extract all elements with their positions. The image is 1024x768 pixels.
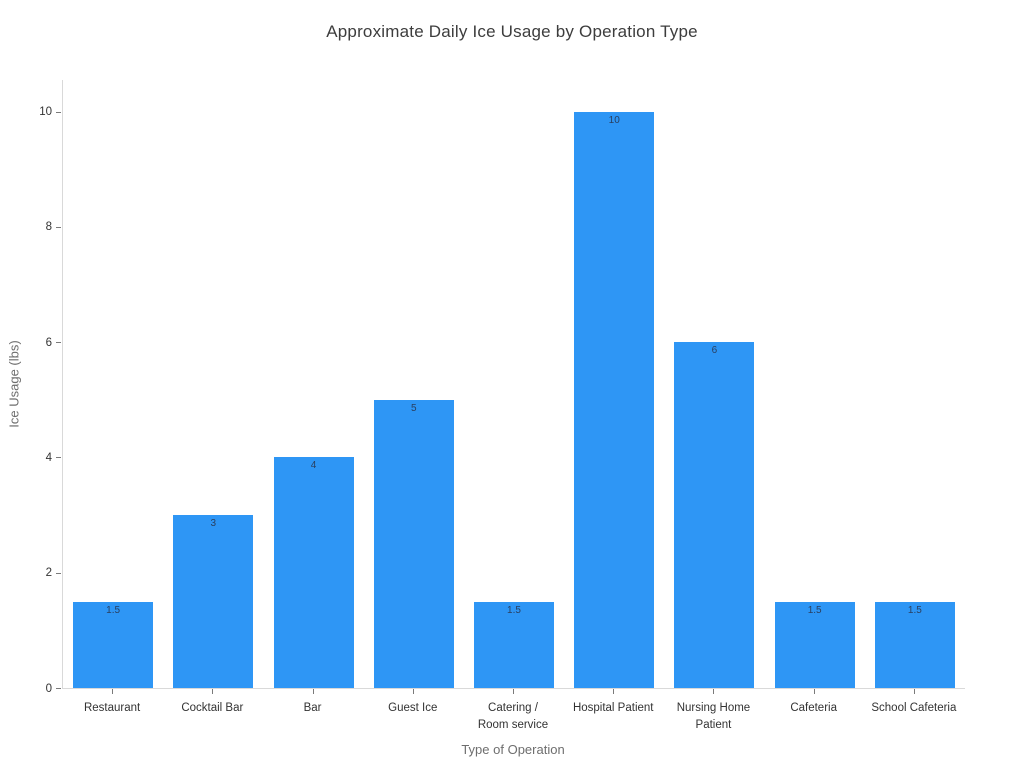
y-tick-label: 8 [45, 221, 52, 234]
y-tick-mark [56, 111, 61, 113]
y-tick-mark [56, 226, 61, 228]
bar-value-label: 6 [711, 345, 718, 357]
y-tick-mark [56, 457, 61, 459]
bar-value-label: 5 [410, 402, 417, 414]
y-tick-mark [56, 342, 61, 344]
y-axis-title: Ice Usage (lbs) [6, 340, 22, 428]
x-tick-label: School Cafeteria [871, 702, 957, 714]
x-tick-label: Catering / Room service [477, 702, 549, 731]
y-tick-label: 10 [39, 106, 52, 119]
bar-value-label: 4 [310, 460, 317, 472]
bar-value-label: 1.5 [106, 604, 121, 616]
bar-catering-room-service: 1.5 [474, 601, 554, 688]
bar-cocktail-bar: 3 [173, 515, 254, 688]
x-axis-title: Type of Operation [461, 742, 565, 757]
bar-hospital-patient: 10 [574, 111, 655, 688]
y-tick-mark [56, 688, 61, 689]
bar-value-label: 10 [608, 114, 620, 126]
bar-guest-ice: 5 [373, 399, 454, 688]
x-tick-label: Hospital Patient [572, 702, 654, 714]
bar-school-cafeteria: 1.5 [874, 601, 955, 688]
bar-restaurant: 1.5 [73, 601, 154, 688]
y-tick-mark [56, 572, 61, 574]
plot-area: 1.5 3 4 5 1.5 10 6 1.5 1.5 [62, 80, 965, 689]
x-tick-mark [112, 689, 114, 694]
y-tick-label: 0 [45, 682, 52, 695]
y-tick-label: 2 [45, 567, 52, 580]
x-tick-label: Bar [303, 702, 322, 714]
x-tick-mark [412, 689, 414, 694]
bar-cafeteria: 1.5 [774, 601, 855, 688]
bar-value-label: 1.5 [807, 604, 822, 616]
y-tick-label: 6 [45, 336, 52, 349]
x-tick-label: Cocktail Bar [181, 702, 244, 714]
bar-value-label: 1.5 [507, 604, 521, 616]
x-tick-mark [312, 689, 314, 694]
x-tick-mark [513, 689, 514, 694]
bar-value-label: 3 [210, 518, 217, 530]
bar-bar: 4 [273, 457, 354, 688]
x-tick-mark [913, 689, 915, 694]
y-tick-label: 4 [45, 451, 52, 464]
x-tick-mark [212, 689, 214, 694]
x-tick-label: Nursing Home Patient [676, 702, 751, 731]
x-tick-mark [713, 689, 715, 694]
x-tick-mark [813, 689, 815, 694]
bar-nursing-home-patient: 6 [674, 342, 755, 688]
x-tick-label: Cafeteria [790, 702, 837, 714]
chart-title: Approximate Daily Ice Usage by Operation… [326, 22, 698, 41]
x-tick-label: Guest Ice [388, 702, 438, 714]
x-tick-mark [613, 689, 615, 694]
x-tick-label: Restaurant [83, 702, 141, 714]
bar-value-label: 1.5 [907, 604, 922, 616]
